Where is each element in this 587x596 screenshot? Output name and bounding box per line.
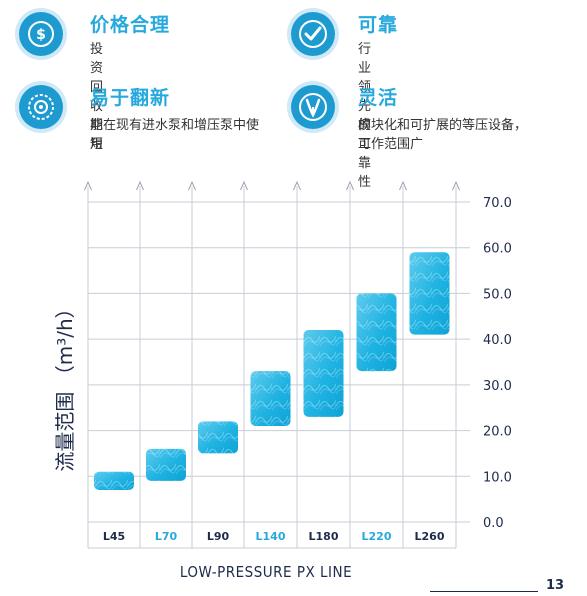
arrow-up-icon	[293, 180, 301, 191]
feature-desc: 能在现有进水泵和增压泵中使用	[90, 118, 260, 152]
arrow-up-icon	[188, 180, 196, 191]
x-category-label: L90	[207, 530, 230, 543]
range-bar-texture	[198, 421, 238, 454]
arrow-up-icon	[346, 180, 354, 191]
y-axis-label: 流量范围 （m³/h）	[53, 298, 77, 471]
x-category-label: L45	[103, 530, 125, 543]
feature-desc: 行业领先的可靠性	[358, 42, 372, 190]
flexible-v-icon	[291, 85, 335, 129]
y-ticks: 0.0 10.0 20.0 30.0 40.0 50.0 60.0 70.0	[483, 196, 512, 531]
arrow-up-icon	[452, 180, 460, 191]
x-category-label: L260	[415, 530, 445, 543]
x-category-label: L220	[362, 530, 392, 543]
x-categories: L45 L70 L90 L140 L180 L220 L260	[103, 530, 445, 543]
range-bar-texture	[356, 293, 397, 372]
x-axis-label: LOW-PRESSURE PX LINE	[180, 563, 352, 580]
x-category-label: L180	[309, 530, 339, 543]
arrow-up-icon	[136, 180, 144, 191]
page-number: 13	[546, 578, 565, 593]
y-tick-label: 0.0	[483, 516, 504, 531]
feature-title: 价格合理	[90, 14, 171, 36]
page-rule	[430, 591, 538, 592]
x-category-label: L70	[155, 530, 178, 543]
bars	[94, 252, 450, 490]
arrow-up-icon	[240, 180, 248, 191]
arrow-up-icon	[84, 180, 92, 191]
feature-desc: 投资回收期短	[90, 42, 104, 152]
svg-text:$: $	[36, 27, 46, 43]
feature-title: 可靠	[358, 14, 399, 36]
y-tick-label: 30.0	[483, 379, 512, 394]
range-bar-texture	[146, 448, 186, 481]
feature-title: 灵活	[358, 87, 399, 109]
checkmark-icon	[291, 12, 335, 56]
flow-range-chart: 0.0 10.0 20.0 30.0 40.0 50.0 60.0 70.0 L45 L70 L9…	[53, 180, 512, 580]
y-tick-label: 70.0	[483, 196, 512, 211]
feature-title: 易于翻新	[90, 87, 171, 109]
dollar-icon: $	[19, 12, 63, 56]
range-bar-texture	[94, 471, 134, 490]
range-bar-texture	[250, 371, 291, 426]
gear-icon	[19, 85, 63, 129]
y-tick-label: 10.0	[483, 470, 512, 485]
y-tick-label: 40.0	[483, 333, 512, 348]
y-tick-label: 20.0	[483, 425, 512, 440]
feature-desc: 模块化和可扩展的等压设备，工作范围广	[358, 118, 528, 152]
range-bar-texture	[303, 330, 344, 417]
arrow-up-icon	[399, 180, 407, 191]
grid	[84, 180, 470, 549]
y-tick-label: 50.0	[483, 287, 512, 302]
y-tick-label: 60.0	[483, 242, 512, 257]
range-bar-texture	[409, 252, 450, 335]
x-category-label: L140	[256, 530, 286, 543]
